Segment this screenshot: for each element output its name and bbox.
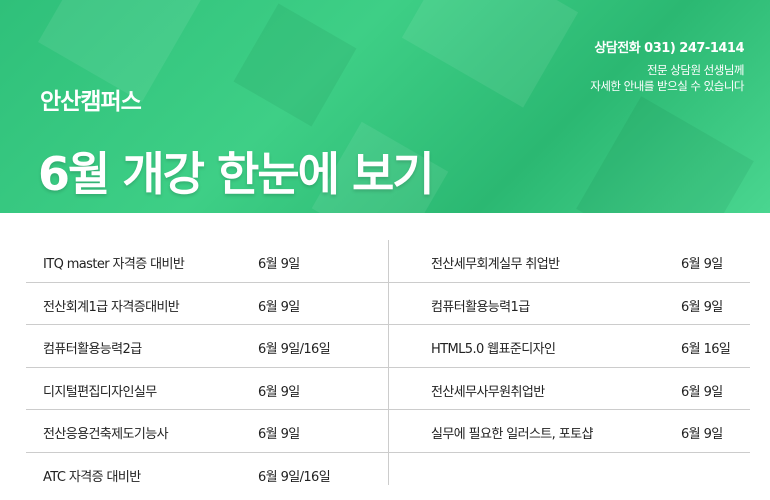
campus-name: 안산캠퍼스 [40, 89, 142, 115]
course-date: 6월 9일 [681, 257, 723, 272]
decor-shape [401, 0, 579, 108]
course-name: 디지털편집디자인실무 [43, 384, 157, 400]
course-date: 6월 9일 [258, 299, 300, 315]
course-date: 6월 9일 [258, 427, 300, 442]
decor-shape [576, 96, 754, 213]
course-date: 6월 16일 [681, 342, 731, 357]
course-name: HTML5.0 웹표준디자인 [431, 342, 556, 357]
table-row: HTML5.0 웹표준디자인 6월 16일 [389, 325, 750, 368]
course-date: 6월 9일 [681, 427, 723, 442]
right-column: 전산세무회계실무 취업반 6월 9일 컴퓨터활용능력1급 6월 9일 HTML5.0… [388, 240, 750, 485]
consult-line-1: 전문 상담원 선생님께 [646, 63, 745, 77]
table-row: 컴퓨터활용능력1급 6월 9일 [389, 283, 750, 325]
consult-note: 전문 상담원 선생님께 자세한 안내를 받으실 수 있습니다 [590, 62, 744, 94]
course-name: 컴퓨터활용능력2급 [43, 342, 142, 357]
course-name: 전산응용건축제도기능사 [43, 427, 169, 442]
header-banner: 안산캠퍼스 6월 개강 한눈에 보기 상담전화 031) 247-1414 전문… [0, 0, 770, 213]
table-row: 전산세무회계실무 취업반 6월 9일 [389, 240, 750, 283]
course-date: 6월 9일/16일 [258, 342, 331, 357]
table-row: 전산회계1급 자격증대비반 6월 9일 [26, 283, 388, 325]
table-row: 실무에 필요한 일러스트, 포토샵 6월 9일 [389, 410, 750, 453]
table-row: ATC 자격증 대비반 6월 9일/16일 [26, 453, 388, 496]
course-date: 6월 9일 [258, 257, 300, 272]
course-date: 6월 9일 [681, 384, 723, 400]
table-row: 전산응용건축제도기능사 6월 9일 [26, 410, 388, 453]
course-name: 전산세무사무원취업반 [431, 384, 545, 400]
course-name: ITQ master 자격증 대비반 [43, 257, 185, 272]
course-name: 실무에 필요한 일러스트, 포토샵 [431, 427, 593, 442]
table-row: 컴퓨터활용능력2급 6월 9일/16일 [26, 325, 388, 368]
phone-number: 상담전화 031) 247-1414 [594, 41, 744, 56]
course-name: ATC 자격증 대비반 [43, 469, 141, 485]
table-row: ITQ master 자격증 대비반 6월 9일 [26, 240, 388, 283]
table-row: 디지털편집디자인실무 6월 9일 [26, 368, 388, 410]
course-name: 전산회계1급 자격증대비반 [43, 299, 180, 315]
table-row: 전산세무사무원취업반 6월 9일 [389, 368, 750, 410]
page-title: 6월 개강 한눈에 보기 [38, 147, 435, 201]
consult-line-2: 자세한 안내를 받으실 수 있습니다 [590, 79, 744, 93]
course-name: 전산세무회계실무 취업반 [431, 257, 560, 272]
course-date: 6월 9일 [258, 384, 300, 400]
course-date: 6월 9일 [681, 299, 723, 315]
decor-shape [233, 3, 357, 127]
left-column: ITQ master 자격증 대비반 6월 9일 전산회계1급 자격증대비반 6월 … [26, 240, 388, 495]
course-date: 6월 9일/16일 [258, 469, 331, 485]
course-name: 컴퓨터활용능력1급 [431, 299, 530, 315]
